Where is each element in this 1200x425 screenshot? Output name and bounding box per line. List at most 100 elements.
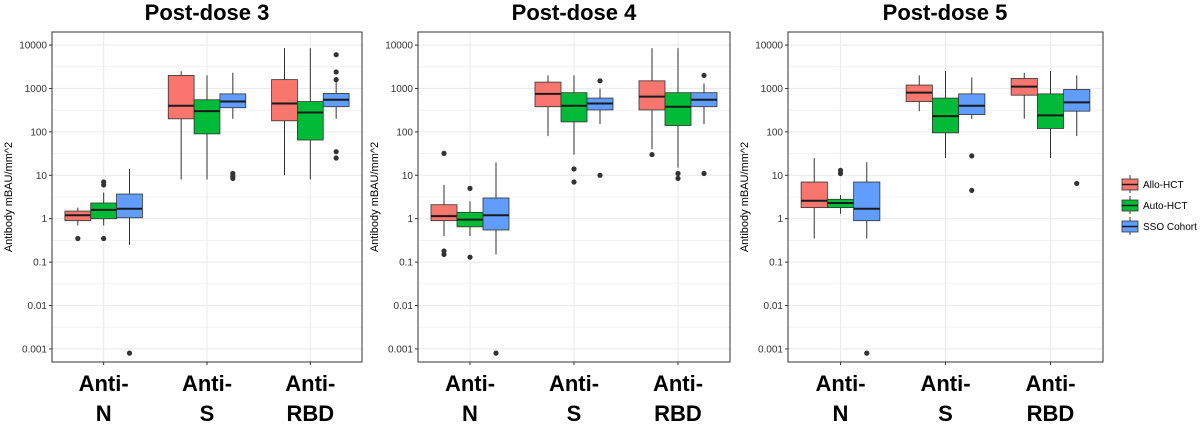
- y-tick-label: 1: [777, 214, 783, 225]
- iqr-box: [638, 80, 666, 111]
- iqr-box: [1063, 89, 1091, 112]
- outlier-point: [101, 179, 107, 185]
- x-tick-label: Anti-: [445, 371, 495, 396]
- box-allo-hct-cat1: [64, 207, 92, 242]
- box-sso-cohort-cat1: [116, 168, 143, 356]
- legend-label: Auto-HCT: [1143, 201, 1187, 212]
- box-auto-hct-cat2: [193, 75, 221, 180]
- y-tick-label: 1: [41, 214, 47, 225]
- x-tick-label: Anti-: [79, 371, 129, 396]
- x-tick-label: RBD: [286, 401, 334, 425]
- y-axis-label: Antibody mBAU/mm^2: [739, 142, 751, 252]
- outlier-point: [701, 170, 707, 177]
- outlier-point: [333, 69, 339, 75]
- x-tick-label: S: [938, 401, 953, 425]
- outlier-point: [467, 185, 473, 191]
- box-auto-hct-cat3: [664, 48, 692, 181]
- x-tick-label: Anti-: [549, 371, 599, 396]
- y-tick-label: 0.01: [28, 301, 48, 312]
- box-auto-hct-cat2: [931, 71, 960, 159]
- iqr-box: [560, 92, 588, 123]
- outlier-point: [864, 350, 870, 356]
- y-tick-label: 0.1: [399, 258, 413, 269]
- y-tick-label: 10000: [385, 41, 413, 52]
- outlier-point: [649, 151, 655, 158]
- outlier-point: [333, 155, 339, 161]
- x-tick-label: Anti-: [1025, 371, 1075, 396]
- y-tick-label: 0.001: [22, 344, 47, 355]
- y-tick-label: 100: [30, 127, 47, 138]
- y-axis-label: Antibody mBAU/mm^2: [3, 142, 15, 252]
- outlier-point: [101, 235, 107, 242]
- y-tick-label: 10: [36, 171, 48, 182]
- iqr-box: [482, 197, 510, 231]
- y-tick-label: 0.1: [33, 258, 47, 269]
- box-auto-hct-cat3: [1036, 71, 1065, 159]
- box-allo-hct-cat2: [905, 75, 933, 112]
- legend-item: SSO Cohort: [1121, 217, 1197, 235]
- box-sso-cohort-cat3: [322, 52, 350, 161]
- box-auto-hct-cat2: [560, 75, 588, 185]
- outlier-point: [969, 153, 975, 159]
- outlier-point: [493, 350, 499, 356]
- box-sso-cohort-cat2: [219, 72, 247, 181]
- x-tick-label: Anti-: [653, 371, 703, 396]
- x-tick-label: S: [200, 401, 215, 425]
- iqr-box: [193, 99, 221, 135]
- outlier-point: [333, 52, 339, 58]
- box-auto-hct-cat1: [456, 185, 484, 260]
- x-tick-label: N: [833, 401, 849, 425]
- box-auto-hct-cat1: [826, 167, 855, 214]
- y-tick-label: 10: [772, 171, 784, 182]
- legend-label: SSO Cohort: [1143, 222, 1197, 233]
- outlier-point: [597, 78, 603, 84]
- outlier-point: [571, 166, 577, 172]
- legend: Allo-HCT Auto-HCT SSO Cohort: [1121, 175, 1197, 235]
- outlier-point: [126, 350, 133, 356]
- y-tick-label: 10000: [755, 41, 783, 52]
- outlier-point: [441, 251, 447, 258]
- y-tick-label: 10000: [19, 41, 47, 52]
- panel-title: Post-dose 4: [512, 0, 637, 25]
- box-allo-hct-cat1: [430, 150, 458, 258]
- outlier-point: [597, 172, 603, 178]
- iqr-box: [800, 181, 828, 209]
- iqr-box: [116, 193, 143, 219]
- y-tick-label: 0.1: [769, 258, 783, 269]
- x-tick-label: RBD: [1027, 401, 1075, 425]
- x-tick-label: Anti-: [182, 371, 232, 396]
- x-tick-label: N: [462, 401, 478, 425]
- box-sso-cohort-cat3: [1063, 75, 1091, 187]
- y-tick-label: 0.01: [764, 301, 784, 312]
- box-allo-hct-cat3: [271, 48, 298, 176]
- y-tick-label: 1: [407, 214, 413, 225]
- box-sso-cohort-cat3: [690, 72, 718, 177]
- box-sso-cohort-cat2: [586, 78, 614, 178]
- box-allo-hct-cat2: [167, 71, 195, 180]
- iqr-box: [1036, 93, 1065, 129]
- x-tick-label: N: [96, 401, 112, 425]
- box-auto-hct-cat3: [297, 48, 324, 180]
- box-allo-hct-cat3: [638, 48, 666, 158]
- iqr-box: [958, 93, 986, 116]
- iqr-box: [167, 75, 195, 120]
- x-tick-label: Anti-: [815, 371, 865, 396]
- outlier-point: [230, 170, 236, 177]
- iqr-box: [90, 202, 117, 220]
- x-tick-label: Anti-: [920, 371, 970, 396]
- x-tick-label: S: [567, 401, 582, 425]
- legend-item: Auto-HCT: [1121, 196, 1187, 214]
- panel-1: 0.0010.010.1110100100010000Anti-NAnti-SA…: [3, 0, 363, 425]
- outlier-point: [1074, 180, 1080, 187]
- x-tick-label: Anti-: [285, 371, 335, 396]
- iqr-box: [271, 79, 298, 122]
- outlier-point: [467, 254, 473, 260]
- outlier-point: [969, 187, 975, 193]
- outlier-point: [675, 170, 681, 177]
- y-axis-label: Antibody mBAU/mm^2: [369, 142, 381, 252]
- outlier-point: [333, 149, 339, 155]
- box-allo-hct-cat1: [800, 158, 828, 239]
- legend-item: Allo-HCT: [1121, 175, 1184, 193]
- y-tick-label: 1000: [25, 84, 48, 95]
- outlier-point: [333, 77, 339, 83]
